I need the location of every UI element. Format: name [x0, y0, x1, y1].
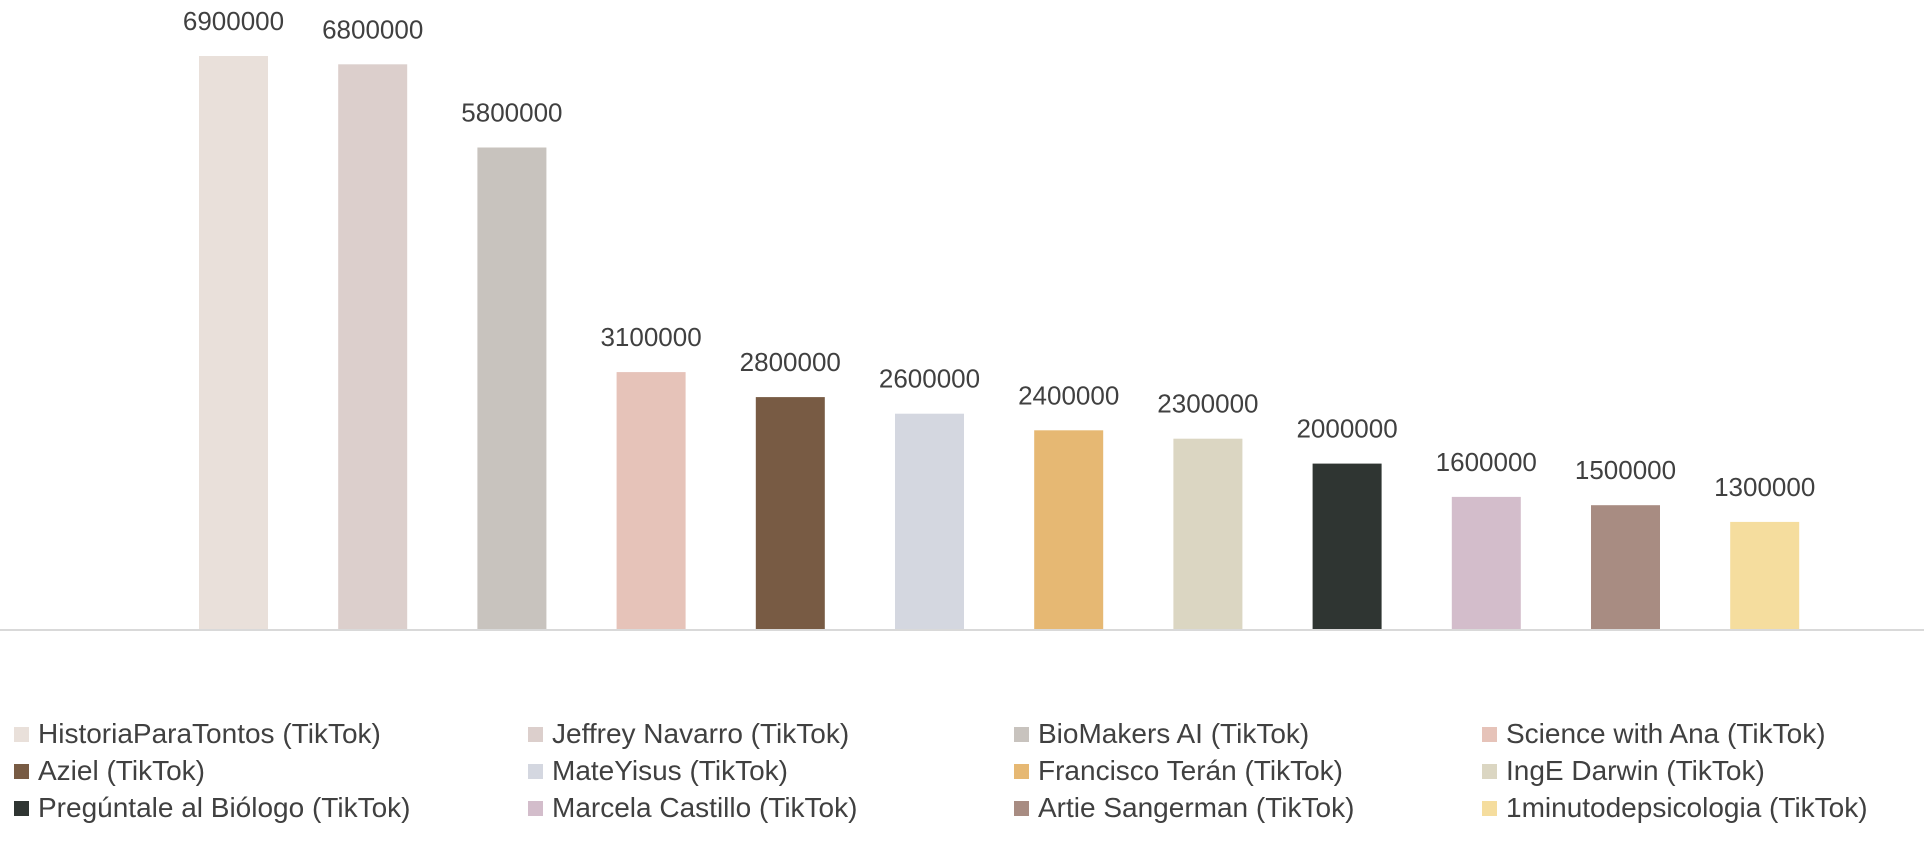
legend-item: Aziel (TikTok): [14, 755, 205, 787]
legend-swatch: [1482, 763, 1497, 779]
bar: [1451, 496, 1521, 630]
legend-label: MateYisus (TikTok): [552, 755, 788, 786]
data-label: 6900000: [183, 6, 284, 36]
legend-item: Jeffrey Navarro (TikTok): [528, 718, 849, 750]
data-label: 5800000: [461, 98, 562, 128]
legend-label: IngE Darwin (TikTok): [1506, 755, 1765, 786]
legend-item: Artie Sangerman (TikTok): [1014, 792, 1354, 824]
legend-item: 1minutodepsicologia (TikTok): [1482, 792, 1868, 824]
legend-label: Artie Sangerman (TikTok): [1038, 792, 1355, 823]
legend-item: BioMakers AI (TikTok): [1014, 718, 1309, 750]
bar: [477, 147, 547, 630]
legend-swatch: [1014, 726, 1029, 742]
legend-swatch: [14, 763, 29, 779]
bar: [1591, 505, 1660, 630]
bar: [199, 56, 268, 630]
legend-label: Science with Ana (TikTok): [1506, 718, 1826, 749]
legend-item: Marcela Castillo (TikTok): [528, 792, 857, 824]
legend-item: Pregúntale al Biólogo (TikTok): [14, 792, 410, 824]
legend-swatch: [528, 726, 543, 742]
data-label: 1600000: [1436, 447, 1537, 477]
bar: [1730, 521, 1800, 630]
bar: [895, 413, 964, 630]
data-label: 2300000: [1157, 389, 1258, 419]
data-label: 2000000: [1296, 414, 1397, 444]
legend-label: Jeffrey Navarro (TikTok): [552, 718, 850, 749]
bar: [755, 397, 825, 630]
data-label: 6800000: [322, 14, 423, 44]
data-label: 2800000: [740, 347, 841, 377]
bar: [338, 64, 408, 631]
bar: [1034, 430, 1104, 630]
legend-swatch: [1014, 763, 1029, 779]
legend-swatch: [1482, 800, 1497, 816]
legend-swatch: [1482, 726, 1497, 742]
legend-swatch: [1014, 800, 1029, 816]
data-label: 1500000: [1575, 455, 1676, 485]
legend-label: Pregúntale al Biólogo (TikTok): [38, 792, 411, 823]
legend-label: Aziel (TikTok): [38, 755, 205, 786]
legend-swatch: [528, 800, 543, 816]
legend-item: Science with Ana (TikTok): [1482, 718, 1826, 750]
legend-swatch: [14, 726, 29, 742]
legend-item: IngE Darwin (TikTok): [1482, 755, 1765, 787]
bar: [616, 372, 686, 630]
legend-item: Francisco Terán (TikTok): [1014, 755, 1343, 787]
bar: [1173, 438, 1243, 630]
legend-swatch: [14, 800, 29, 816]
legend-label: Marcela Castillo (TikTok): [552, 792, 858, 823]
legend-label: Francisco Terán (TikTok): [1038, 755, 1343, 786]
data-label: 1300000: [1714, 472, 1815, 502]
data-label: 2400000: [1018, 380, 1119, 410]
legend-label: 1minutodepsicologia (TikTok): [1506, 792, 1868, 823]
legend-item: HistoriaParaTontos (TikTok): [14, 718, 381, 750]
data-labels-group: 6900000 6800000 5800000 3100000 2800000 26000…: [183, 6, 1815, 502]
data-label: 2600000: [879, 364, 980, 394]
bars-group: [199, 56, 1800, 631]
bar: [1312, 463, 1382, 630]
legend-label: BioMakers AI (TikTok): [1038, 718, 1310, 749]
legend-swatch: [528, 763, 543, 779]
legend-item: MateYisus (TikTok): [528, 755, 788, 787]
data-label: 3100000: [600, 322, 701, 352]
legend-label: HistoriaParaTontos (TikTok): [38, 718, 381, 749]
